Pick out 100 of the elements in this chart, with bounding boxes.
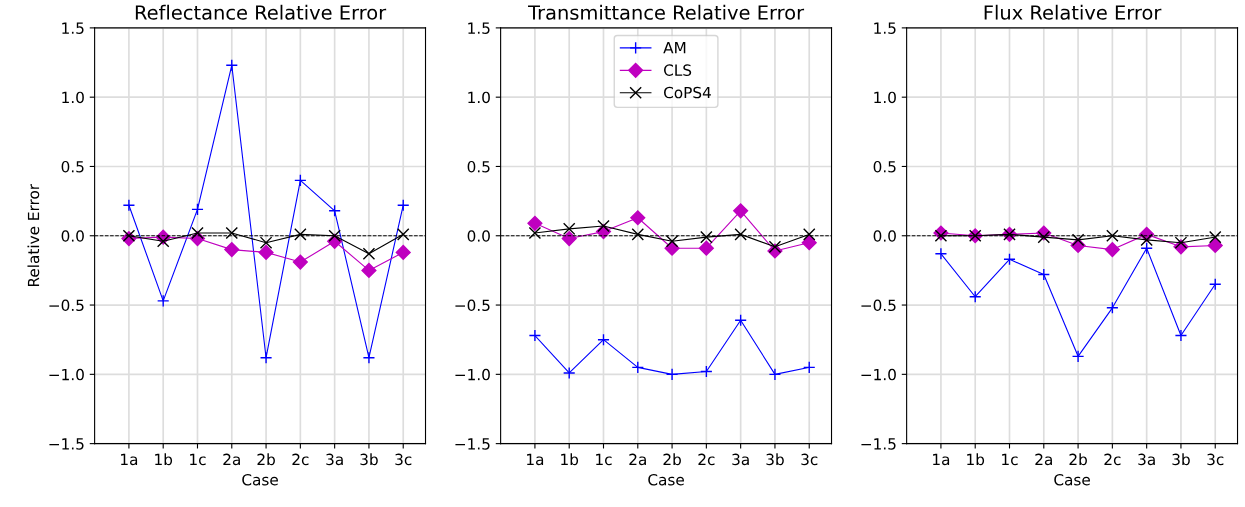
point — [362, 247, 376, 261]
point — [259, 351, 273, 364]
point — [700, 230, 713, 244]
x-axis-title: Case — [1054, 473, 1090, 486]
x-tick-label: 3a — [732, 453, 749, 466]
point — [122, 229, 136, 243]
y-tick-label: −0.5 — [861, 299, 896, 312]
point — [733, 203, 749, 219]
point — [156, 235, 170, 248]
point — [361, 262, 377, 278]
x-tick-label: 1a — [527, 453, 544, 466]
point — [1071, 233, 1085, 247]
point — [224, 242, 240, 258]
x-tick-label: 3b — [1172, 453, 1190, 466]
point — [191, 203, 204, 216]
point — [1174, 329, 1188, 342]
x-tick-label: 3a — [326, 453, 343, 466]
point — [1140, 241, 1153, 255]
x-tick-label: 2c — [292, 453, 309, 466]
y-tick-label: −1.0 — [49, 368, 84, 381]
y-tick-label: 1.5 — [62, 22, 84, 34]
x-tick-label: 3c — [1207, 453, 1224, 466]
point — [1071, 350, 1085, 363]
y-tick-label: 0.0 — [467, 230, 490, 242]
point — [561, 230, 577, 247]
x-tick-label: 2c — [1104, 453, 1121, 466]
y-tick-label: 0.0 — [873, 230, 896, 242]
point — [258, 244, 274, 260]
point — [801, 235, 817, 251]
point — [362, 351, 376, 364]
point — [665, 368, 679, 381]
x-axis-title: Case — [242, 473, 278, 486]
point — [396, 199, 410, 212]
x-tick-label: 2b — [663, 453, 681, 466]
point — [802, 228, 816, 241]
legend-label: CLS — [664, 64, 692, 76]
point — [225, 59, 239, 72]
x-tick-label: 3c — [801, 453, 818, 466]
legend-label: CoPS4 — [664, 86, 711, 99]
y-tick-label: 0.5 — [873, 160, 896, 173]
x-tick-label: 3b — [360, 453, 378, 466]
point — [934, 247, 948, 261]
x-tick-label: 1a — [933, 453, 950, 466]
point — [698, 240, 714, 256]
y-tick-label: 0.5 — [61, 160, 84, 173]
point — [768, 240, 782, 254]
x-axis-title: Case — [648, 473, 684, 486]
point — [328, 204, 341, 218]
point — [294, 228, 307, 241]
point — [1037, 230, 1051, 244]
point — [631, 361, 645, 374]
point — [631, 228, 645, 241]
y-tick-label: 1.0 — [874, 91, 896, 104]
y-tick-label: −1.0 — [861, 368, 896, 381]
point — [597, 333, 610, 346]
x-tick-label: 1b — [561, 453, 579, 466]
x-tick-label: 2c — [698, 453, 715, 466]
point — [527, 215, 543, 231]
chart-title: Reflectance Relative Error — [135, 4, 387, 20]
point — [597, 219, 610, 233]
x-tick-label: 3b — [766, 453, 784, 466]
chart-title: Transmittance Relative Error — [528, 4, 805, 20]
point — [528, 329, 542, 342]
chart-title: Flux Relative Error — [984, 4, 1162, 20]
point — [700, 365, 713, 378]
x-tick-label: 1b — [155, 453, 173, 466]
point — [968, 290, 982, 303]
x-tick-label: 2b — [1069, 453, 1087, 466]
point — [1208, 230, 1222, 244]
x-tick-label: 2a — [1035, 453, 1052, 466]
point — [1106, 301, 1119, 315]
point — [934, 229, 948, 243]
point — [562, 366, 576, 380]
point — [294, 174, 307, 187]
point — [1140, 233, 1153, 247]
legend-label: AM — [663, 42, 686, 54]
point — [528, 226, 542, 240]
y-tick-label: −1.5 — [455, 438, 490, 450]
x-tick-label: 1c — [1002, 453, 1018, 466]
point — [1037, 268, 1051, 281]
point — [122, 199, 136, 212]
point — [259, 236, 273, 249]
point — [1174, 236, 1188, 249]
y-tick-label: 0.5 — [467, 160, 490, 173]
point — [734, 228, 747, 241]
point — [1208, 278, 1222, 291]
point — [768, 368, 782, 381]
x-tick-label: 2a — [223, 453, 240, 466]
point — [1106, 229, 1119, 243]
y-tick-label: −1.0 — [455, 368, 490, 381]
y-tick-label: −1.5 — [861, 438, 896, 450]
point — [734, 314, 747, 327]
point — [156, 294, 170, 308]
x-tick-label: 1c — [596, 453, 612, 466]
point — [630, 210, 646, 226]
x-tick-label: 2b — [257, 453, 275, 466]
x-tick-label: 2a — [629, 453, 646, 466]
y-tick-label: −0.5 — [49, 299, 84, 312]
point — [1003, 253, 1016, 266]
x-tick-label: 1c — [190, 453, 206, 466]
